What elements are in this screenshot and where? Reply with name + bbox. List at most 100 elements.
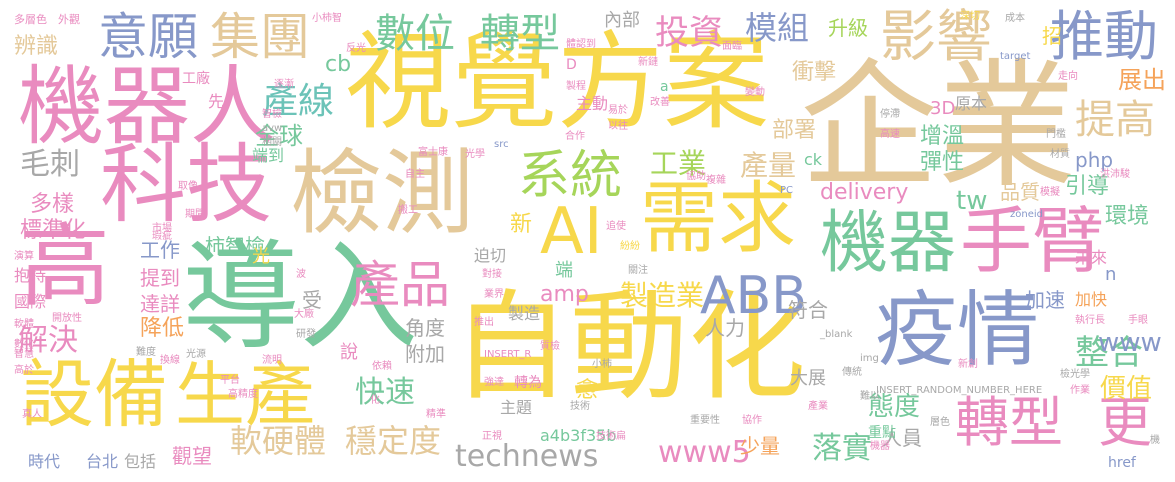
word: 走向 [1058, 71, 1078, 82]
word: 全球 [255, 122, 303, 150]
word: 人員 [882, 426, 922, 450]
word: 技術 [570, 401, 590, 412]
word: 環境 [1105, 204, 1150, 229]
word: 執行長 [1075, 315, 1105, 326]
word: 附加 [405, 342, 445, 366]
word: n [1105, 264, 1117, 285]
word: 主題 [500, 398, 533, 417]
word: 檢測 [290, 140, 475, 247]
word: 角度 [405, 316, 445, 340]
word: 展出 [1118, 66, 1166, 94]
word: 落實 [812, 431, 872, 466]
word: 材質 [1050, 149, 1070, 160]
word: 期間 [185, 209, 205, 220]
word: 逐漸 [274, 79, 294, 90]
word: 機器 [870, 441, 890, 452]
word: 少量 [740, 434, 780, 458]
word: 手眼 [1128, 315, 1148, 326]
word: 光學 [465, 149, 485, 160]
word: 對接 [482, 269, 502, 280]
word: 國際 [14, 292, 47, 311]
word: 製造業 [620, 279, 705, 312]
word: www5 [658, 435, 751, 470]
word: 演算 [14, 251, 34, 262]
word: 反光 [346, 43, 366, 54]
word: 工業 [650, 147, 707, 180]
word: 協作 [742, 415, 762, 426]
word: technews [455, 439, 599, 474]
word: 整合 [1075, 333, 1143, 373]
word: 真人 [22, 409, 42, 420]
word: 人力 [705, 316, 745, 340]
word: 觀望 [172, 444, 212, 468]
word: 品質 [1000, 180, 1040, 204]
word: img [860, 353, 879, 364]
word: 導入 [182, 228, 419, 366]
word: 部署 [772, 118, 817, 143]
word: 辨識 [14, 34, 59, 59]
word: 傳統 [842, 367, 862, 378]
word: 設備 [20, 352, 168, 438]
word: 數位 [375, 11, 455, 57]
word: 大廠 [294, 309, 314, 320]
word: 製造 [508, 304, 541, 323]
word: avw [262, 123, 283, 134]
word: 研發 [296, 329, 316, 340]
word: 合作 [565, 131, 585, 142]
word: D [566, 57, 577, 73]
word: 市場 [152, 223, 172, 234]
word: 化 [370, 395, 380, 406]
word: 成本 [1005, 13, 1025, 24]
word: 集團 [210, 8, 310, 66]
word: 升級 [828, 16, 868, 40]
word: 高精度 [228, 389, 258, 400]
word: 先 [208, 92, 225, 111]
word: 高速 [880, 129, 900, 140]
word: 業界 [484, 289, 504, 300]
word: 富士康 [418, 147, 448, 158]
word: ck [804, 150, 823, 169]
word: ABB [700, 266, 807, 326]
word: 多樣 [30, 192, 75, 217]
word: 疫情 [875, 283, 1040, 378]
word: 外觀 [58, 13, 80, 26]
word: 作業 [1070, 385, 1090, 396]
word: 加速 [1025, 288, 1065, 312]
word: 模組 [745, 9, 810, 47]
word: 自主 [405, 169, 425, 180]
word: 彈性 [920, 150, 965, 175]
word: 推出 [474, 317, 494, 328]
word: 易於 [608, 105, 628, 116]
word: 增溫 [920, 124, 965, 149]
word: 新創 [958, 359, 978, 370]
word: 招 [1042, 24, 1062, 48]
word: amp [540, 282, 589, 307]
word: 提高 [1075, 97, 1155, 143]
word: 難以 [860, 391, 880, 402]
word: 時代 [28, 452, 61, 471]
word: 體認到 [566, 39, 596, 50]
word: delivery [820, 180, 909, 205]
word: 衝擊 [792, 60, 837, 85]
word: 重點 [868, 425, 896, 441]
word: 質檢 [540, 341, 560, 352]
word: 流明 [262, 355, 282, 366]
word: 科技 [100, 135, 272, 235]
word: 迫切 [474, 246, 507, 265]
word: 原本 [955, 94, 988, 113]
word: 推動 [1050, 5, 1158, 68]
word: 生產 [175, 354, 315, 436]
word: href [1108, 455, 1136, 471]
word: 內部 [604, 10, 640, 31]
word: 平台 [220, 375, 240, 386]
word: 檢光學 [1060, 369, 1090, 380]
word: cb [325, 52, 352, 77]
word: a [660, 79, 669, 95]
word: 正視 [482, 431, 502, 442]
word: tw [956, 186, 988, 216]
word: 深切 [960, 11, 980, 22]
word: 多層色 [14, 13, 47, 26]
word: 開放性 [52, 313, 82, 324]
word: 精準 [426, 409, 446, 420]
word: 取像 [178, 181, 198, 192]
